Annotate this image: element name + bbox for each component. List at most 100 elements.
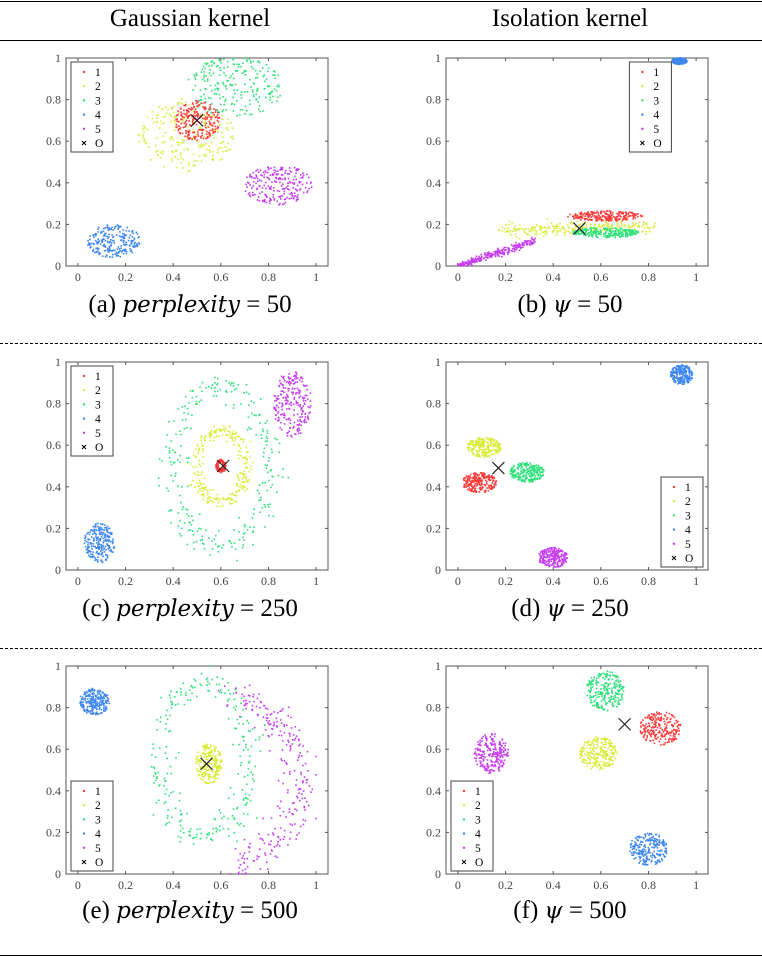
- data-point: [284, 396, 287, 399]
- data-point: [92, 543, 94, 545]
- data-point: [175, 123, 178, 126]
- data-point: [87, 244, 89, 247]
- data-point: [481, 483, 483, 486]
- data-point: [98, 529, 101, 532]
- data-point: [477, 478, 479, 481]
- data-point: [294, 381, 297, 384]
- data-point: [244, 463, 246, 465]
- data-point: [478, 476, 480, 479]
- x-tick-label: 0.4: [166, 574, 181, 588]
- data-point: [191, 108, 194, 110]
- data-point: [274, 395, 277, 397]
- data-point: [280, 405, 283, 408]
- data-point: [293, 421, 296, 424]
- data-point: [572, 231, 575, 234]
- data-point: [179, 101, 182, 104]
- data-point: [274, 408, 277, 411]
- data-point: [134, 241, 136, 244]
- data-point: [473, 473, 476, 476]
- data-point: [193, 472, 195, 474]
- data-point: [541, 231, 544, 233]
- data-point: [304, 186, 307, 189]
- data-point: [212, 395, 215, 397]
- data-point: [557, 556, 560, 559]
- data-point: [91, 548, 93, 550]
- data-point: [619, 211, 622, 213]
- data-point: [464, 262, 467, 264]
- data-point: [677, 379, 679, 382]
- data-point: [226, 79, 228, 82]
- data-point: [283, 423, 286, 425]
- data-point: [471, 264, 473, 267]
- data-point: [575, 226, 577, 229]
- data-point: [103, 550, 106, 553]
- data-point: [605, 218, 608, 221]
- data-point: [501, 249, 503, 252]
- data-point: [244, 112, 246, 115]
- data-point: [214, 130, 216, 133]
- data-point: [599, 229, 602, 231]
- data-point: [510, 467, 513, 469]
- data-point: [519, 473, 522, 476]
- data-point: [204, 106, 207, 108]
- data-point: [221, 131, 223, 134]
- data-point: [469, 440, 472, 442]
- data-point: [615, 227, 617, 230]
- data-point: [513, 230, 516, 232]
- data-point: [471, 449, 474, 451]
- data-point: [478, 255, 480, 258]
- data-point: [245, 451, 248, 454]
- data-point: [185, 132, 187, 134]
- data-point: [545, 230, 548, 233]
- data-point: [275, 173, 278, 175]
- data-point: [193, 106, 195, 109]
- data-point: [625, 231, 628, 234]
- data-point: [513, 464, 516, 467]
- data-point: [637, 225, 640, 228]
- data-point: [675, 57, 678, 59]
- data-point: [606, 229, 608, 232]
- data-point: [509, 233, 512, 235]
- data-point: [261, 482, 264, 484]
- data-point: [258, 108, 260, 111]
- data-point: [481, 443, 484, 445]
- data-point: [252, 95, 255, 98]
- data-point: [220, 147, 223, 149]
- legend-label: 1: [653, 67, 659, 79]
- data-point: [252, 171, 255, 174]
- data-point: [282, 468, 284, 470]
- data-point: [174, 149, 177, 152]
- data-point: [477, 258, 480, 261]
- legend-x-icon: [640, 140, 645, 146]
- data-point: [513, 250, 516, 253]
- data-point: [203, 106, 206, 108]
- data-point: [177, 103, 179, 105]
- data-point: [497, 254, 499, 257]
- data-point: [494, 255, 497, 258]
- data-point: [586, 232, 589, 235]
- data-point: [188, 103, 191, 106]
- data-point: [215, 467, 218, 469]
- data-point: [187, 126, 190, 128]
- data-point: [277, 74, 279, 77]
- data-point: [100, 545, 103, 548]
- data-point: [193, 138, 196, 140]
- data-point: [296, 189, 298, 192]
- data-point: [550, 547, 552, 550]
- data-point: [475, 442, 478, 444]
- legend-box: [70, 61, 114, 153]
- data-point: [527, 473, 530, 475]
- data-point: [687, 366, 690, 369]
- data-point: [97, 538, 99, 541]
- data-point: [509, 472, 512, 475]
- data-point: [685, 59, 687, 62]
- y-tick-label: 0.4: [426, 176, 441, 190]
- data-point: [308, 406, 311, 409]
- data-point: [476, 260, 478, 263]
- data-point: [203, 108, 206, 111]
- data-point: [465, 480, 467, 482]
- data-point: [259, 70, 262, 73]
- data-point: [208, 149, 211, 151]
- data-point: [482, 473, 485, 476]
- data-point: [484, 455, 487, 457]
